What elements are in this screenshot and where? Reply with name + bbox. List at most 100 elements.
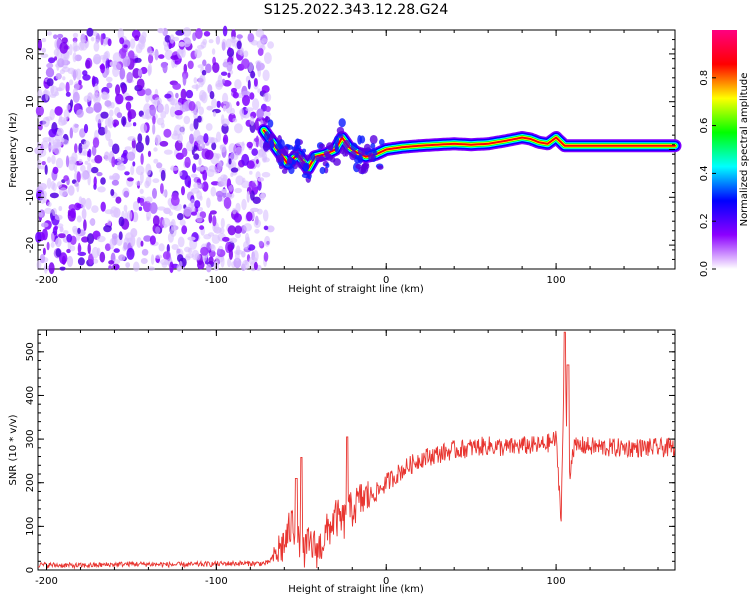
spectrogram-noise-blob bbox=[58, 233, 66, 239]
spectrogram-noise-blob bbox=[72, 70, 77, 81]
spectrogram-noise-blob bbox=[44, 164, 48, 175]
spectrogram-noise-blob bbox=[115, 84, 121, 96]
spectrogram-y-axis-label: Frequency (Hz) bbox=[8, 112, 19, 188]
spectrogram-noise-blob bbox=[52, 207, 57, 217]
spectrogram-noise-blob bbox=[109, 238, 115, 250]
spectrogram-noise-blob bbox=[85, 106, 94, 114]
spectrogram-noise-blob bbox=[184, 255, 191, 261]
spectrogram-noise-blob bbox=[153, 158, 159, 164]
spectrogram-noise-blob bbox=[90, 36, 95, 42]
spectrogram-noise-blob bbox=[250, 190, 255, 201]
spectrogram-noise-blob bbox=[82, 74, 91, 81]
spectrogram-noise-blob bbox=[211, 142, 217, 151]
spectrogram-noise-blob bbox=[77, 257, 85, 266]
spectrogram-noise-blob bbox=[91, 145, 97, 156]
spectrogram-noise-blob bbox=[259, 193, 265, 201]
spectrogram-noise-blob bbox=[127, 177, 134, 182]
spectrogram-noise-blob bbox=[59, 69, 66, 75]
spectrogram-noise-blob bbox=[181, 147, 188, 157]
spectrogram-noise-blob bbox=[86, 233, 95, 245]
spectrogram-noise-blob bbox=[243, 241, 250, 250]
spectrogram-ridge-blob bbox=[277, 139, 285, 149]
spectrogram-noise-blob bbox=[108, 138, 113, 148]
spectrogram-noise-blob bbox=[250, 207, 260, 213]
spectrogram-noise-blob bbox=[141, 248, 149, 256]
spectrogram-noise-blob bbox=[158, 243, 165, 252]
spectrogram-noise-blob bbox=[93, 101, 102, 113]
spectrogram-noise-blob bbox=[42, 247, 46, 256]
spectrogram-noise-blob bbox=[170, 96, 175, 106]
spectrogram-noise-blob bbox=[50, 180, 55, 190]
spectrogram-noise-blob bbox=[139, 198, 145, 207]
spectrogram-noise-blob bbox=[114, 174, 120, 180]
spectrogram-noise-blob bbox=[104, 243, 111, 251]
spectrogram-noise-blob bbox=[100, 201, 106, 212]
spectrogram-noise-blob bbox=[177, 49, 184, 59]
spectrogram-noise-blob bbox=[225, 101, 233, 114]
spectrogram-noise-blob bbox=[82, 149, 88, 156]
spectrogram-noise-blob bbox=[137, 68, 143, 77]
spectrogram-noise-blob bbox=[40, 53, 49, 58]
spectrogram-noise-blob bbox=[125, 262, 131, 268]
spectrogram-noise-blob bbox=[147, 266, 155, 271]
spectrogram-noise-blob bbox=[149, 50, 156, 56]
spectrogram-noise-blob bbox=[148, 53, 154, 64]
spectrogram-noise-blob bbox=[157, 27, 165, 34]
spectrogram-noise-blob bbox=[44, 207, 53, 214]
spectrogram-noise-blob bbox=[77, 242, 81, 254]
spectrogram-noise-blob bbox=[157, 104, 164, 113]
spectrogram-noise-blob bbox=[254, 215, 259, 226]
spectrogram-noise-blob bbox=[161, 217, 171, 228]
spectrogram-ridge-blob bbox=[358, 166, 365, 175]
spectrogram-noise-blob bbox=[98, 126, 106, 136]
spectrogram-noise-blob bbox=[222, 25, 228, 37]
spectrogram-noise-blob bbox=[209, 210, 217, 215]
spectrogram-noise-blob bbox=[174, 102, 183, 112]
spectrogram-noise-blob bbox=[235, 245, 241, 256]
spectrogram-noise-blob bbox=[227, 225, 236, 236]
spectrogram-noise-blob bbox=[232, 207, 237, 215]
spectrogram-noise-blob bbox=[87, 174, 91, 186]
spectrogram-ridge-blob bbox=[310, 152, 316, 162]
spectrogram-noise-blob bbox=[233, 257, 242, 269]
spectrogram-noise-blob bbox=[55, 237, 62, 248]
spectrogram-noise-blob bbox=[153, 147, 158, 152]
spectrogram-noise-blob bbox=[72, 32, 79, 38]
spectrogram-noise-blob bbox=[81, 143, 89, 150]
spectrogram-noise-blob bbox=[76, 215, 82, 223]
spectrogram-noise-blob bbox=[54, 91, 60, 97]
spectrogram-ridge-blob bbox=[294, 152, 299, 158]
spectrogram-noise-blob bbox=[163, 149, 173, 155]
spectrogram-noise-blob bbox=[207, 232, 215, 237]
spectrogram-noise-blob bbox=[108, 260, 115, 265]
spectrogram-noise-blob bbox=[207, 84, 213, 94]
x-tick-label: 100 bbox=[547, 576, 566, 587]
spectrogram-noise-blob bbox=[55, 73, 62, 80]
spectrogram-noise-blob bbox=[193, 129, 201, 142]
spectrogram-noise-blob bbox=[164, 35, 171, 43]
spectrogram-noise-blob bbox=[39, 254, 46, 264]
spectrogram-noise-blob bbox=[111, 179, 119, 186]
spectrogram-noise-blob bbox=[66, 255, 74, 268]
snr-y-axis-label: SNR (10 * v/v) bbox=[8, 414, 19, 485]
snr-x-axis-label: Height of straight line (km) bbox=[288, 584, 424, 595]
spectrogram-noise-blob bbox=[113, 122, 117, 128]
spectrogram-noise-blob bbox=[140, 171, 144, 184]
spectrogram-noise-blob bbox=[220, 255, 225, 268]
colorbar-tick-label: 0.2 bbox=[699, 213, 710, 229]
spectrogram-noise-blob bbox=[143, 235, 152, 242]
spectrogram-noise-blob bbox=[196, 166, 205, 172]
spectrogram-noise-blob bbox=[85, 197, 92, 210]
spectrogram-noise-blob bbox=[126, 247, 135, 260]
spectrogram-noise-blob bbox=[93, 176, 97, 187]
spectrogram-noise-blob bbox=[241, 259, 250, 270]
spectrogram-noise-blob bbox=[92, 258, 99, 264]
spectrogram-noise-blob bbox=[250, 70, 256, 79]
spectrogram-noise-blob bbox=[193, 144, 198, 152]
spectrogram-noise-blob bbox=[55, 157, 64, 169]
colorbar-label: Normalized spectral amplitude bbox=[739, 73, 750, 227]
x-tick-label: -200 bbox=[35, 275, 58, 286]
spectrogram-ridge-blob bbox=[303, 154, 312, 161]
spectrogram-noise-blob bbox=[133, 261, 140, 272]
colorbar-tick-label: 0.6 bbox=[699, 118, 710, 134]
